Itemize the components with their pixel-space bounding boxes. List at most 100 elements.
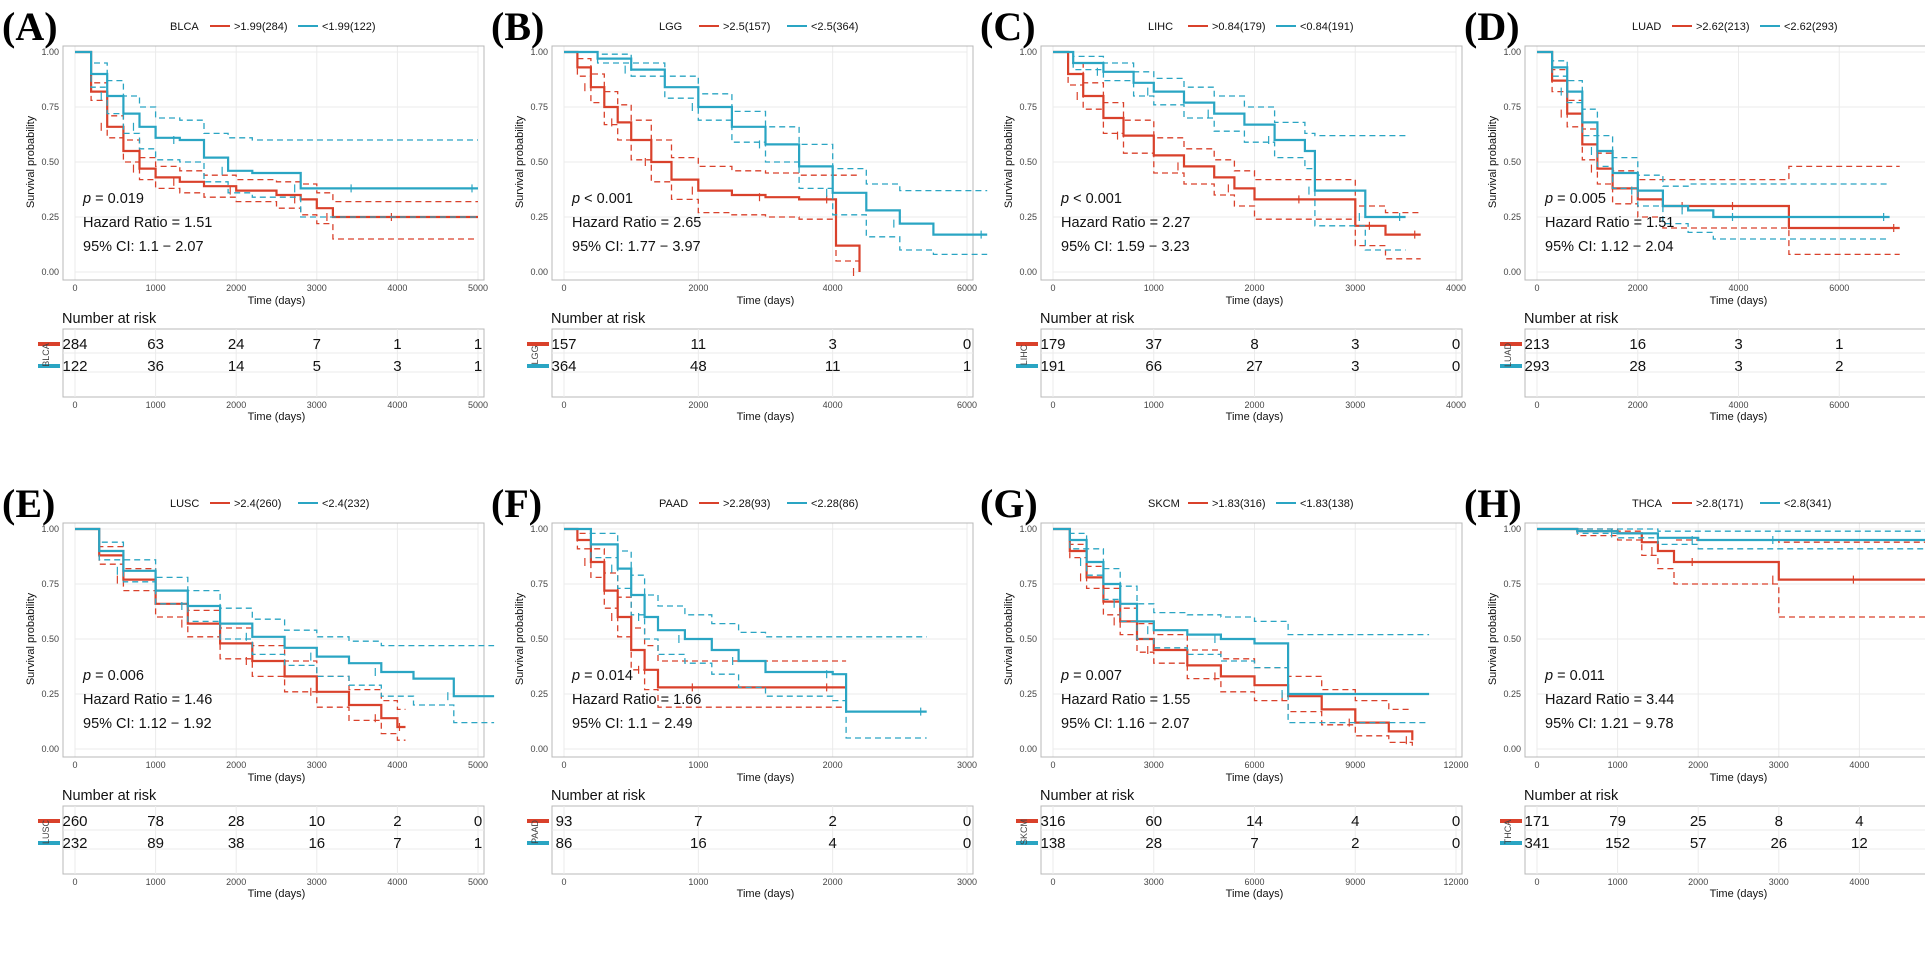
- risk-x-tick-label: 4000: [387, 400, 407, 410]
- ci-lower-low: [1537, 528, 1925, 550]
- risk-count-low: 28: [1629, 358, 1646, 375]
- ci-upper-low: [564, 528, 927, 638]
- risk-x-tick-label: 3000: [1345, 400, 1365, 410]
- legend-low-label: <2.62(293): [1784, 21, 1838, 33]
- risk-x-tick-label: 6000: [1244, 877, 1264, 887]
- x-tick-label: 9000: [1345, 760, 1365, 770]
- p-value: p = 0.005: [1544, 191, 1606, 207]
- risk-x-tick-label: 12000: [1443, 877, 1468, 887]
- km-curve-high: [75, 50, 478, 219]
- y-tick-label: 0.00: [530, 267, 548, 277]
- risk-x-tick-label: 0: [561, 877, 566, 887]
- risk-count-high: 14: [1246, 813, 1263, 830]
- legend-low-label: <2.5(364): [811, 21, 858, 33]
- confidence-interval: 95% CI: 1.16 − 2.07: [1061, 716, 1190, 732]
- legend-high-label: >2.62(213): [1696, 21, 1750, 33]
- y-tick-label: 0.25: [530, 689, 548, 699]
- x-tick-label: 3000: [1769, 760, 1789, 770]
- risk-x-tick-label: 2000: [823, 877, 843, 887]
- risk-x-tick-label: 3000: [957, 877, 977, 887]
- x-tick-label: 0: [1050, 283, 1055, 293]
- y-tick-label: 0.25: [1503, 689, 1521, 699]
- risk-count-high: 157: [551, 336, 576, 353]
- x-tick-label: 3000: [307, 760, 327, 770]
- risk-x-axis-title: Time (days): [737, 411, 795, 423]
- ci-upper-high: [75, 51, 478, 203]
- risk-x-tick-label: 1000: [146, 877, 166, 887]
- plot-frame: [1040, 45, 1463, 281]
- p-value-number: = 0.005: [1553, 191, 1606, 207]
- km-curve-low: [75, 50, 478, 190]
- x-tick-label: 4000: [387, 283, 407, 293]
- risk-count-low: 1: [474, 358, 482, 375]
- x-tick-label: 2000: [1688, 760, 1708, 770]
- x-tick-label: 6000: [1244, 760, 1264, 770]
- risk-x-tick-label: 0: [1050, 877, 1055, 887]
- risk-strata-label: THCA: [1503, 820, 1513, 845]
- x-tick-label: 1000: [688, 760, 708, 770]
- panel-lihc: (C) LIHC >0.84(179) <0.84(191) 0.00 0.25 0.50 0…: [980, 4, 1466, 423]
- ci-lower-low: [75, 528, 495, 724]
- risk-count-low: 0: [1452, 835, 1460, 852]
- y-axis-title: Survival probability: [1003, 115, 1015, 208]
- y-tick-label: 0.50: [1503, 634, 1521, 644]
- y-tick-label: 0.75: [1019, 102, 1037, 112]
- y-tick-label: 0.50: [1019, 634, 1037, 644]
- risk-count-high: 93: [556, 813, 573, 830]
- panel-paad: (F) PAAD >2.28(93) <2.28(86) 0.00 0.25 0.50 0.7…: [491, 481, 977, 900]
- y-tick-label: 1.00: [1503, 47, 1521, 57]
- risk-x-tick-label: 2000: [1688, 877, 1708, 887]
- hazard-ratio: Hazard Ratio = 3.44: [1545, 692, 1674, 708]
- legend-high-label: >2.28(93): [723, 498, 770, 510]
- ci-upper-low: [1053, 528, 1430, 636]
- risk-count-low: 66: [1145, 358, 1162, 375]
- risk-count-high: 0: [474, 813, 482, 830]
- risk-count-low: 48: [690, 358, 707, 375]
- risk-count-low: 2: [1351, 835, 1359, 852]
- hazard-ratio: Hazard Ratio = 1.51: [83, 215, 212, 231]
- x-tick-label: 0: [1050, 760, 1055, 770]
- x-tick-label: 4000: [823, 283, 843, 293]
- risk-x-tick-label: 3000: [307, 877, 327, 887]
- legend-high-label: >2.5(157): [723, 21, 770, 33]
- confidence-interval: 95% CI: 1.12 − 1.92: [83, 716, 212, 732]
- x-tick-label: 6000: [1829, 283, 1849, 293]
- risk-count-high: 7: [694, 813, 702, 830]
- legend-low-label: <1.99(122): [322, 21, 376, 33]
- risk-x-tick-label: 2000: [1628, 400, 1648, 410]
- risk-count-high: 11: [691, 336, 707, 353]
- y-axis-title: Survival probability: [1003, 592, 1015, 685]
- risk-x-tick-label: 0: [1534, 877, 1539, 887]
- hazard-ratio: Hazard Ratio = 1.46: [83, 692, 212, 708]
- p-value: p < 0.001: [1060, 191, 1122, 207]
- km-curve-low: [1537, 50, 1890, 219]
- confidence-interval: 95% CI: 1.21 − 9.78: [1545, 716, 1674, 732]
- ci-lower-low: [1053, 528, 1430, 724]
- risk-count-high: 16: [1629, 336, 1646, 353]
- risk-count-low: 0: [963, 835, 971, 852]
- panel-label: (E): [2, 481, 55, 526]
- risk-count-low: 232: [62, 835, 87, 852]
- risk-count-high: 0: [963, 813, 971, 830]
- risk-count-high: 1: [474, 336, 482, 353]
- risk-x-axis-title: Time (days): [1710, 411, 1768, 423]
- ci-lower-low: [564, 51, 988, 256]
- risk-table-title: Number at risk: [1040, 311, 1135, 327]
- ci-upper-high: [1537, 51, 1900, 181]
- risk-count-high: 7: [313, 336, 321, 353]
- legend-title: LUSC: [170, 498, 199, 510]
- risk-count-high: 4: [1855, 813, 1863, 830]
- x-tick-label: 2000: [1628, 283, 1648, 293]
- legend-title: PAAD: [659, 498, 688, 510]
- hazard-ratio: Hazard Ratio = 1.66: [572, 692, 701, 708]
- legend-low-label: <2.4(232): [322, 498, 369, 510]
- p-value-number: < 0.001: [580, 191, 633, 207]
- y-tick-label: 1.00: [1019, 524, 1037, 534]
- ci-upper-high: [564, 528, 847, 662]
- p-value-number: = 0.007: [1069, 668, 1122, 684]
- ci-lower-low: [1053, 51, 1406, 251]
- risk-strata-label: LUSC: [41, 820, 51, 845]
- y-tick-label: 0.00: [41, 744, 59, 754]
- risk-table-frame: [551, 328, 974, 398]
- risk-count-low: 2: [1835, 358, 1843, 375]
